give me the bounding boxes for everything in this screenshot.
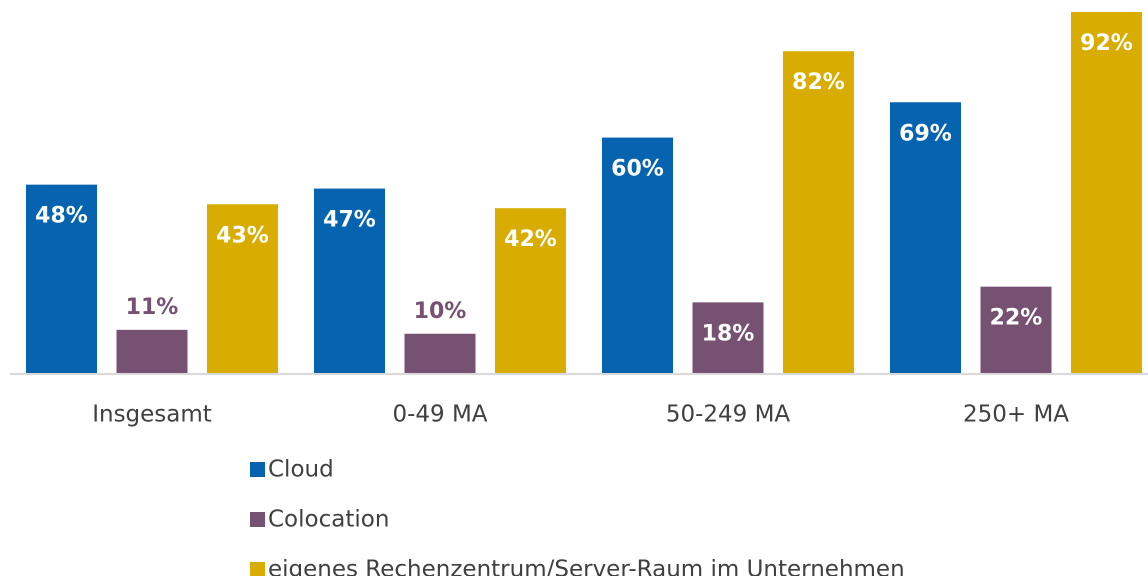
data-label: 43% bbox=[216, 223, 269, 248]
legend-label: Cloud bbox=[268, 457, 334, 483]
bar bbox=[26, 184, 97, 373]
bar bbox=[404, 333, 476, 373]
bar bbox=[692, 302, 764, 373]
bar bbox=[314, 188, 385, 373]
x-tick-label: 250+ MA bbox=[963, 402, 1069, 428]
data-label: 60% bbox=[611, 157, 664, 182]
bar bbox=[116, 329, 188, 373]
bar bbox=[495, 208, 566, 373]
data-label: 82% bbox=[792, 70, 845, 95]
data-label: 92% bbox=[1080, 31, 1133, 56]
data-label: 47% bbox=[323, 208, 376, 233]
data-label: 18% bbox=[702, 321, 755, 346]
legend-swatch bbox=[250, 462, 265, 477]
data-label: 11% bbox=[126, 295, 179, 320]
legend-label: Colocation bbox=[268, 507, 389, 533]
legend-swatch bbox=[250, 512, 265, 527]
bar bbox=[783, 51, 854, 373]
data-label: 48% bbox=[35, 204, 88, 229]
data-label: 10% bbox=[414, 299, 467, 324]
legend-swatch bbox=[250, 562, 265, 576]
data-label: 22% bbox=[990, 306, 1043, 331]
bar bbox=[602, 137, 673, 373]
x-tick-label: 0-49 MA bbox=[392, 402, 487, 428]
bar bbox=[1071, 12, 1142, 373]
bar bbox=[207, 204, 278, 373]
x-tick-label: Insgesamt bbox=[92, 402, 212, 428]
x-tick-label: 50-249 MA bbox=[666, 402, 791, 428]
bar bbox=[980, 286, 1052, 373]
legend-label: eigenes Rechenzentrum/Server-Raum im Unt… bbox=[268, 557, 905, 576]
data-label: 69% bbox=[899, 121, 952, 146]
bar bbox=[890, 102, 961, 373]
data-label: 42% bbox=[504, 227, 557, 252]
